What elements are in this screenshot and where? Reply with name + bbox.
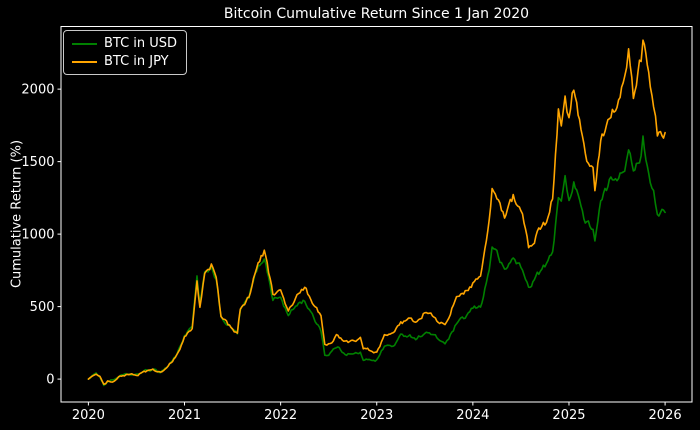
chart-title: Bitcoin Cumulative Return Since 1 Jan 20… bbox=[223, 6, 530, 22]
legend-item-usd: BTC in USD bbox=[72, 36, 177, 51]
x-tick-label: 2025 bbox=[552, 408, 585, 423]
y-tick-label: 1500 bbox=[21, 155, 54, 170]
x-tick-label: 2020 bbox=[72, 408, 105, 423]
y-tick-label: 500 bbox=[30, 300, 55, 315]
y-tick-label: 2000 bbox=[21, 83, 54, 98]
x-tick-label: 2022 bbox=[264, 408, 297, 423]
x-tick-label: 2026 bbox=[649, 408, 682, 423]
axes-frame: 2020 2021 2022 2023 2024 2025 2026 0 500 1000 1500… bbox=[21, 26, 693, 423]
x-tick-label: 2024 bbox=[456, 408, 489, 423]
x-tick-label: 2021 bbox=[168, 408, 201, 423]
legend-label-jpy: BTC in JPY bbox=[104, 54, 169, 69]
y-tick-label: 1000 bbox=[21, 228, 54, 243]
legend: BTC in USD BTC in JPY bbox=[63, 30, 188, 75]
y-axis-label: Cumulative Return (%) bbox=[9, 139, 25, 289]
x-tick-label: 2023 bbox=[360, 408, 393, 423]
plot-border bbox=[60, 26, 693, 403]
series-line-btc-usd bbox=[87, 135, 666, 387]
y-tick-label: 0 bbox=[46, 373, 54, 388]
series-line-btc-jpy bbox=[87, 39, 666, 385]
legend-line-usd-swatch bbox=[72, 42, 97, 45]
series-lines bbox=[87, 39, 666, 387]
legend-label-usd: BTC in USD bbox=[104, 36, 178, 51]
legend-line-jpy-swatch bbox=[72, 60, 97, 63]
legend-item-jpy: BTC in JPY bbox=[72, 54, 177, 69]
